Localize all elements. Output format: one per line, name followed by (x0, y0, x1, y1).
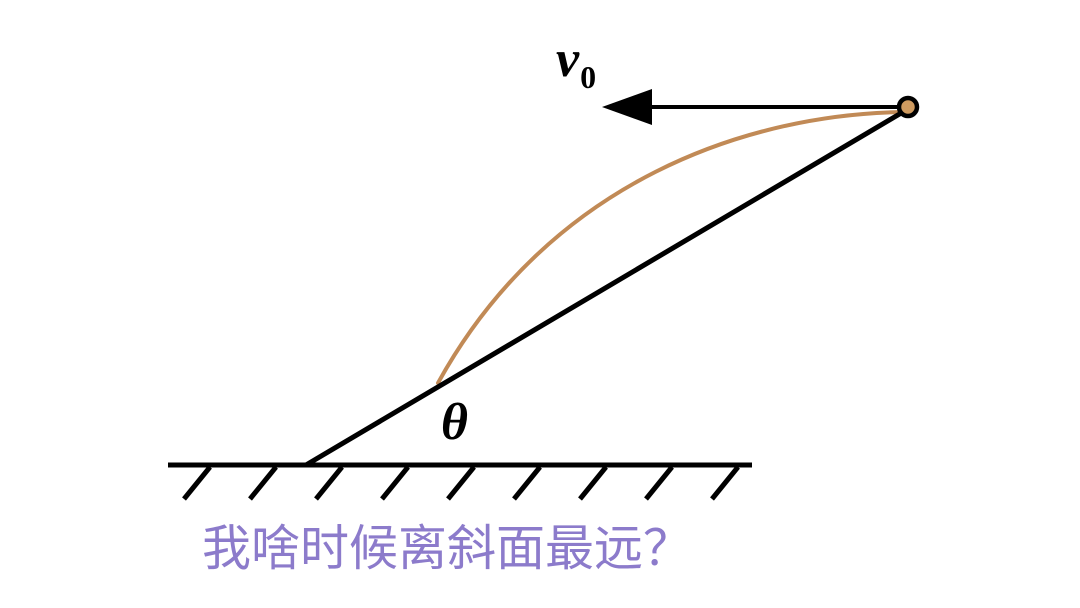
velocity-arrowhead (602, 89, 652, 125)
ground-hatch (710, 465, 740, 501)
ground-hatch (248, 465, 278, 501)
trajectory-curve (436, 110, 910, 385)
ground-hatch (512, 465, 542, 501)
ground-hatch (644, 465, 674, 501)
v0-subscript: 0 (580, 59, 597, 95)
ground-hatch (314, 465, 344, 501)
initial-velocity-label: v0 (556, 31, 597, 95)
ground-hatch (182, 465, 212, 501)
ground-hatch (446, 465, 476, 501)
ground-hatch (578, 465, 608, 501)
question-text: 我啥时候离斜面最远？ (202, 521, 693, 576)
incline-line (303, 106, 911, 468)
ground-hatch (380, 465, 410, 501)
theta-angle-label: θ (441, 394, 468, 451)
projectile-ball (896, 95, 920, 119)
v0-symbol: v (556, 31, 580, 88)
